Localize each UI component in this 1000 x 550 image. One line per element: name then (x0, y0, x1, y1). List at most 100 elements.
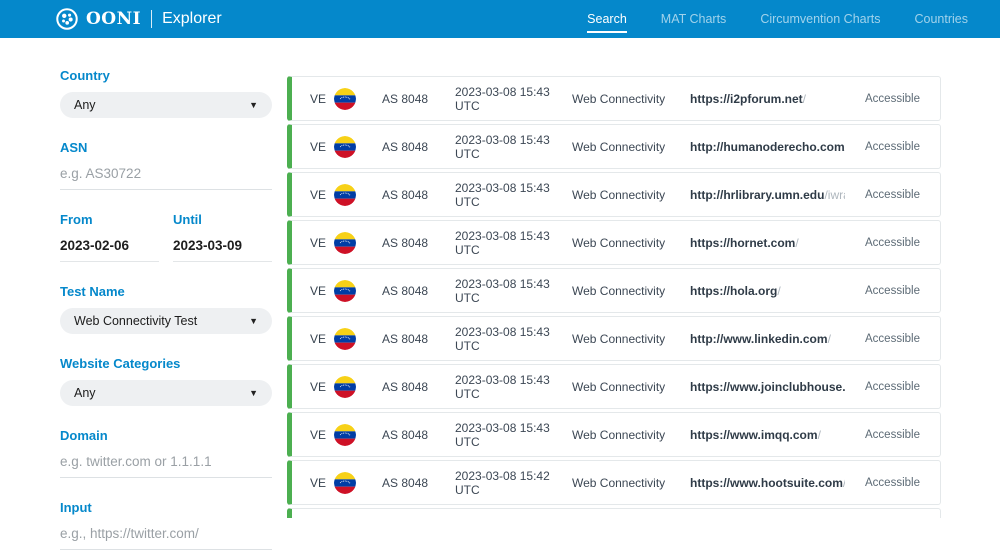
country-code: VE (310, 380, 334, 394)
filter-until: Until 2023-03-09 (173, 212, 272, 262)
brand-separator (151, 10, 152, 28)
input-url-input[interactable] (60, 524, 272, 550)
measured-url: http://www.linkedin.com/ (690, 332, 845, 346)
nav-item-mat-charts[interactable]: MAT Charts (661, 8, 727, 30)
country-code: VE (310, 428, 334, 442)
status-badge: Accessible (845, 477, 940, 489)
status-badge: Accessible (845, 141, 940, 153)
result-row-partial (287, 508, 941, 518)
measurement-timestamp: 2023-03-08 15:42 UTC (455, 469, 572, 497)
domain-input[interactable] (60, 452, 272, 478)
ooni-logo-icon (56, 8, 78, 30)
venezuela-flag-icon (334, 328, 356, 350)
chevron-down-icon: ▼ (249, 388, 258, 398)
status-badge: Accessible (845, 333, 940, 345)
nav-item-circumvention-charts[interactable]: Circumvention Charts (760, 8, 880, 30)
filter-from: From 2023-02-06 (60, 212, 159, 262)
test-name: Web Connectivity (572, 380, 690, 394)
measured-url-base: https://i2pforum.net (690, 92, 803, 106)
country-code: VE (310, 236, 334, 250)
until-date-input[interactable]: 2023-03-09 (173, 236, 272, 262)
filter-asn: ASN (60, 140, 272, 190)
measurement-result-row[interactable]: VE AS 8048 2023-03-08 15:42 UTC (287, 460, 941, 505)
measured-url-path: / (777, 284, 780, 298)
venezuela-flag-icon (334, 424, 356, 446)
measured-url-path: / (818, 428, 821, 442)
asn-value: AS 8048 (382, 140, 455, 154)
status-badge: Accessible (845, 189, 940, 201)
measurement-timestamp: 2023-03-08 15:43 UTC (455, 85, 572, 113)
measurement-timestamp: 2023-03-08 15:43 UTC (455, 373, 572, 401)
measurement-timestamp: 2023-03-08 15:43 UTC (455, 277, 572, 305)
measured-url-base: http://www.linkedin.com (690, 332, 828, 346)
venezuela-flag-icon (334, 376, 356, 398)
nav-item-countries[interactable]: Countries (915, 8, 969, 30)
measurement-timestamp: 2023-03-08 15:43 UTC (455, 181, 572, 209)
measurement-result-row[interactable]: VE AS 8048 2023-03-08 15:43 UTC (287, 316, 941, 361)
measured-url-base: http://humanoderecho.com (690, 140, 845, 154)
venezuela-flag-icon (334, 88, 356, 110)
measured-url-base: https://www.hootsuite.com (690, 476, 843, 490)
main-nav: Search MAT Charts Circumvention Charts C… (587, 8, 968, 30)
test-name: Web Connectivity (572, 284, 690, 298)
domain-label: Domain (60, 428, 272, 443)
test-name: Web Connectivity (572, 428, 690, 442)
test-name-select-value: Web Connectivity Test (74, 314, 197, 328)
filter-website-categories: Website Categories Any ▼ (60, 356, 272, 406)
measured-url-path: / (828, 332, 831, 346)
venezuela-flag-icon (334, 232, 356, 254)
asn-value: AS 8048 (382, 380, 455, 394)
measurement-result-row[interactable]: VE AS 8048 2023-03-08 15:43 UTC (287, 76, 941, 121)
measured-url: https://i2pforum.net/ (690, 92, 845, 106)
test-name: Web Connectivity (572, 476, 690, 490)
ooni-explorer-logo[interactable]: OONI Explorer (56, 8, 222, 30)
asn-value: AS 8048 (382, 188, 455, 202)
measurement-result-row[interactable]: VE AS 8048 2023-03-08 15:43 UTC (287, 412, 941, 457)
test-name-label: Test Name (60, 284, 272, 299)
asn-value: AS 8048 (382, 476, 455, 490)
measured-url: https://www.joinclubhouse.com/ (690, 380, 845, 394)
measurement-result-row[interactable]: VE AS 8048 2023-03-08 15:43 UTC (287, 268, 941, 313)
test-name: Web Connectivity (572, 92, 690, 106)
country-code: VE (310, 140, 334, 154)
test-name: Web Connectivity (572, 236, 690, 250)
status-badge: Accessible (845, 237, 940, 249)
measurement-result-row[interactable]: VE AS 8048 2023-03-08 15:43 UTC (287, 172, 941, 217)
website-categories-select-value: Any (74, 386, 96, 400)
website-categories-select[interactable]: Any ▼ (60, 380, 272, 406)
venezuela-flag-icon (334, 280, 356, 302)
country-code: VE (310, 92, 334, 106)
measured-url-path: / (803, 92, 806, 106)
test-name-select[interactable]: Web Connectivity Test ▼ (60, 308, 272, 334)
country-select[interactable]: Any ▼ (60, 92, 272, 118)
measured-url: https://www.hootsuite.com/ (690, 476, 845, 490)
measurement-timestamp: 2023-03-08 15:43 UTC (455, 421, 572, 449)
country-code: VE (310, 332, 334, 346)
chevron-down-icon: ▼ (249, 100, 258, 110)
country-code: VE (310, 188, 334, 202)
measured-url: https://hornet.com/ (690, 236, 845, 250)
country-select-value: Any (74, 98, 96, 112)
asn-value: AS 8048 (382, 428, 455, 442)
brand-name: OONI (86, 9, 141, 29)
nav-item-search[interactable]: Search (587, 8, 627, 30)
filter-country: Country Any ▼ (60, 68, 272, 118)
from-date-input[interactable]: 2023-02-06 (60, 236, 159, 262)
measurement-result-row[interactable]: VE AS 8048 2023-03-08 15:43 UTC (287, 364, 941, 409)
venezuela-flag-icon (334, 184, 356, 206)
country-code: VE (310, 284, 334, 298)
status-badge: Accessible (845, 381, 940, 393)
measurement-timestamp: 2023-03-08 15:43 UTC (455, 229, 572, 257)
search-filters-sidebar: Country Any ▼ ASN From 2023-02-06 Until … (60, 38, 272, 550)
measured-url-base: https://hornet.com (690, 236, 795, 250)
measured-url: https://www.imqq.com/ (690, 428, 845, 442)
results-list: VE AS 8048 2023-03-08 15:43 UTC (287, 76, 941, 518)
measurement-result-row[interactable]: VE AS 8048 2023-03-08 15:43 UTC (287, 220, 941, 265)
asn-input[interactable] (60, 164, 272, 190)
top-navigation-bar: OONI Explorer Search MAT Charts Circumve… (0, 0, 1000, 38)
filter-input: Input (60, 500, 272, 550)
measurement-timestamp: 2023-03-08 15:43 UTC (455, 133, 572, 161)
asn-value: AS 8048 (382, 332, 455, 346)
measurement-result-row[interactable]: VE AS 8048 2023-03-08 15:43 UTC (287, 124, 941, 169)
chevron-down-icon: ▼ (249, 316, 258, 326)
